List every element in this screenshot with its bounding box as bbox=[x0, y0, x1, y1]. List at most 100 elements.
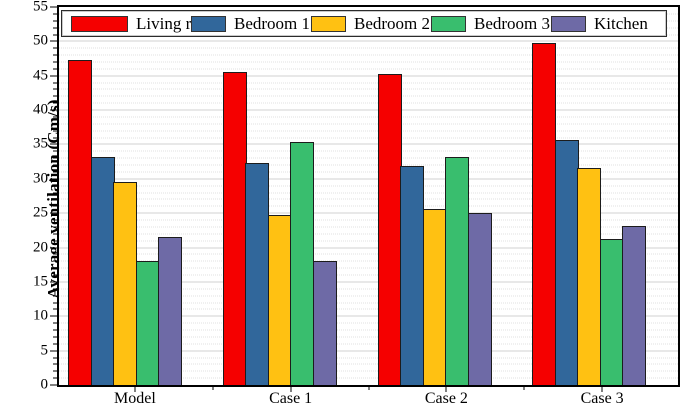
major-gridline bbox=[59, 109, 678, 111]
minor-tick bbox=[53, 61, 57, 63]
minor-tick bbox=[53, 198, 57, 200]
bar-group bbox=[523, 7, 678, 385]
x-tick-label: Case 2 bbox=[424, 390, 468, 407]
y-tick-label: 15 bbox=[33, 273, 48, 290]
minor-tick bbox=[53, 295, 57, 297]
minor-gridline bbox=[59, 363, 678, 365]
minor-tick bbox=[53, 130, 57, 132]
bar-groups bbox=[59, 7, 678, 385]
y-tick-label: 55 bbox=[33, 0, 48, 15]
major-tick bbox=[50, 350, 57, 352]
y-tick-label: 25 bbox=[33, 204, 48, 221]
x-minor-tick bbox=[212, 386, 214, 390]
minor-gridline bbox=[59, 88, 678, 90]
minor-tick bbox=[53, 357, 57, 359]
y-axis-ticks-left bbox=[50, 6, 57, 386]
bar-bedroom-1 bbox=[554, 139, 579, 385]
minor-tick bbox=[53, 13, 57, 15]
minor-gridline bbox=[59, 102, 678, 104]
minor-tick bbox=[53, 102, 57, 104]
minor-tick bbox=[53, 233, 57, 235]
minor-gridline bbox=[59, 260, 678, 262]
bar-bedroom-2 bbox=[267, 215, 292, 385]
legend-swatch-living-room bbox=[71, 15, 128, 32]
minor-gridline bbox=[59, 377, 678, 379]
major-gridline bbox=[59, 212, 678, 214]
major-tick bbox=[50, 75, 57, 77]
minor-gridline bbox=[59, 308, 678, 310]
bar-bedroom-1 bbox=[400, 166, 424, 385]
minor-tick bbox=[53, 171, 57, 173]
minor-gridline bbox=[59, 116, 678, 118]
bar-kitchen bbox=[467, 213, 492, 385]
minor-tick bbox=[53, 329, 57, 331]
minor-gridline bbox=[59, 150, 678, 152]
minor-tick bbox=[53, 205, 57, 207]
minor-gridline bbox=[59, 157, 678, 159]
major-tick bbox=[50, 212, 57, 214]
minor-tick bbox=[53, 27, 57, 29]
bar-bedroom-3 bbox=[445, 156, 469, 385]
minor-gridline bbox=[59, 253, 678, 255]
major-gridline bbox=[59, 40, 678, 42]
minor-gridline bbox=[59, 295, 678, 297]
major-tick bbox=[50, 143, 57, 145]
legend-label: Kitchen bbox=[594, 14, 648, 33]
bar-bedroom-2 bbox=[422, 209, 447, 385]
minor-gridline bbox=[59, 198, 678, 200]
major-gridline bbox=[59, 247, 678, 249]
major-gridline bbox=[59, 350, 678, 352]
major-gridline bbox=[59, 143, 678, 145]
y-tick-label: 10 bbox=[33, 307, 48, 324]
major-gridline bbox=[59, 178, 678, 180]
legend-swatch-bedroom-3 bbox=[431, 15, 466, 32]
minor-tick bbox=[53, 164, 57, 166]
major-tick bbox=[50, 6, 57, 8]
minor-gridline bbox=[59, 288, 678, 290]
minor-gridline bbox=[59, 336, 678, 338]
minor-gridline bbox=[59, 357, 678, 359]
minor-gridline bbox=[59, 274, 678, 276]
minor-gridline bbox=[59, 137, 678, 139]
minor-tick bbox=[53, 34, 57, 35]
minor-gridline bbox=[59, 185, 678, 187]
bar-kitchen bbox=[158, 236, 182, 385]
x-major-tick bbox=[134, 386, 136, 392]
y-tick-label: 5 bbox=[40, 342, 49, 359]
bar-living-room bbox=[377, 74, 402, 385]
minor-tick bbox=[53, 253, 57, 255]
minor-gridline bbox=[59, 302, 678, 304]
x-major-tick bbox=[445, 386, 447, 392]
minor-tick bbox=[53, 192, 57, 194]
minor-gridline bbox=[59, 322, 678, 324]
major-tick bbox=[50, 247, 57, 249]
minor-tick bbox=[53, 219, 57, 221]
minor-tick bbox=[53, 47, 57, 49]
x-major-tick bbox=[290, 386, 292, 392]
x-axis-ticks bbox=[57, 386, 680, 393]
minor-gridline bbox=[59, 68, 678, 70]
minor-tick bbox=[53, 68, 57, 70]
bar-kitchen bbox=[622, 226, 647, 385]
major-tick bbox=[50, 178, 57, 180]
legend-item: Bedroom 1 bbox=[191, 15, 311, 32]
bar-bedroom-1 bbox=[245, 163, 270, 385]
legend-label: Bedroom 1 bbox=[234, 14, 311, 33]
y-tick-label: 20 bbox=[33, 239, 48, 256]
minor-tick bbox=[53, 267, 57, 269]
minor-tick bbox=[53, 343, 57, 345]
y-tick-label: 30 bbox=[33, 170, 48, 187]
minor-tick bbox=[53, 123, 57, 125]
minor-gridline bbox=[59, 95, 678, 97]
minor-tick bbox=[53, 82, 57, 84]
bar-kitchen bbox=[312, 260, 337, 385]
minor-tick bbox=[53, 116, 57, 118]
minor-gridline bbox=[59, 54, 678, 56]
minor-tick bbox=[53, 150, 57, 152]
minor-gridline bbox=[59, 61, 678, 63]
legend-swatch-bedroom-1 bbox=[191, 15, 226, 32]
legend-item: Kitchen bbox=[551, 15, 648, 32]
minor-gridline bbox=[59, 240, 678, 242]
x-major-tick bbox=[601, 386, 603, 392]
